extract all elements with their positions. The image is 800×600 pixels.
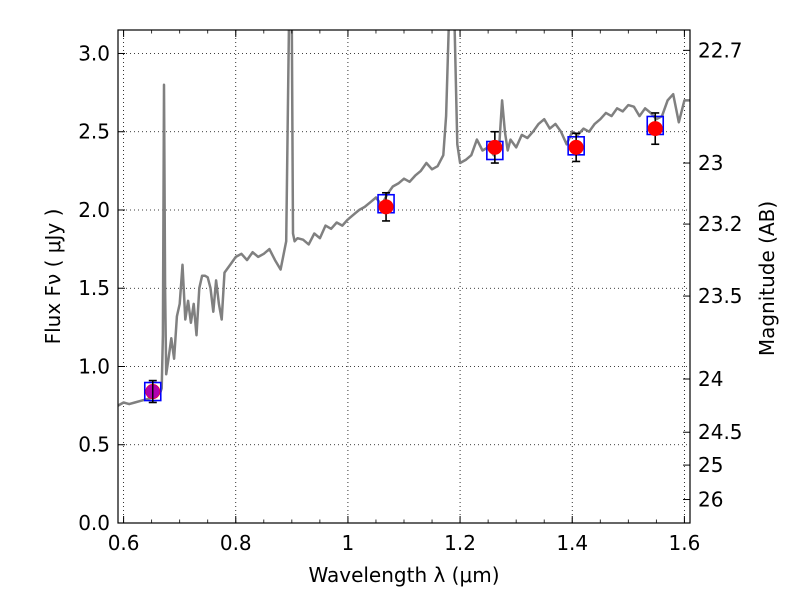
x-tick-label: 1.6 bbox=[668, 531, 700, 555]
photometry-box-series bbox=[143, 115, 665, 402]
x-tick-label: 1 bbox=[342, 531, 355, 555]
y-tick-label: 0.5 bbox=[78, 433, 110, 457]
x-tick-label: 1.4 bbox=[556, 531, 588, 555]
y-tick-label: 1.0 bbox=[78, 354, 110, 378]
y-tick-label: 0.0 bbox=[78, 511, 110, 535]
observed-point bbox=[647, 121, 663, 137]
right-tick-label: 23 bbox=[698, 151, 723, 175]
right-tick-label: 26 bbox=[698, 488, 723, 512]
right-tick-label: 24.5 bbox=[698, 420, 743, 444]
y-tick-label: 2.0 bbox=[78, 198, 110, 222]
right-tick-label: 23.2 bbox=[698, 212, 743, 236]
right-tick-label: 25 bbox=[698, 453, 723, 477]
right-tick-label: 22.7 bbox=[698, 38, 743, 62]
x-axis-label: Wavelength λ (μm) bbox=[308, 563, 499, 587]
x-tick-label: 1.2 bbox=[444, 531, 476, 555]
y-axis-label: Flux Fν ( μJy ) bbox=[41, 209, 65, 345]
observed-point bbox=[487, 139, 503, 155]
spectrum-series bbox=[118, 30, 690, 407]
observed-point-series bbox=[145, 112, 663, 404]
y-tick-label: 3.0 bbox=[78, 41, 110, 65]
x-tick-label: 0.8 bbox=[220, 531, 252, 555]
x-tick-label: 0.6 bbox=[108, 531, 140, 555]
observed-point bbox=[378, 199, 394, 215]
y-tick-label: 1.5 bbox=[78, 276, 110, 300]
observed-point bbox=[568, 139, 584, 155]
right-axis-label: Magnitude (AB) bbox=[755, 201, 779, 356]
right-tick-label: 24 bbox=[698, 367, 723, 391]
spectrum-line bbox=[118, 30, 690, 407]
axis-ticks: 0.6 0.8 1 1.2 1.4 1.6 0.0 0.5 1.0 1.5 2.0 2.5 3.0 22.… bbox=[78, 30, 743, 555]
y-tick-label: 2.5 bbox=[78, 120, 110, 144]
right-tick-label: 23.5 bbox=[698, 284, 743, 308]
